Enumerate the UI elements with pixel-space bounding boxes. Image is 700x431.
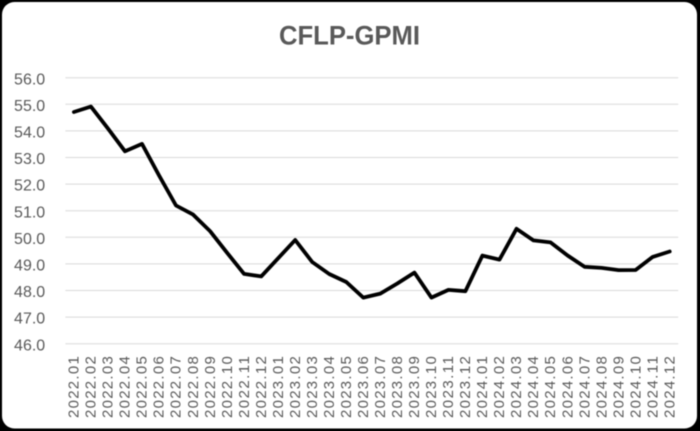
svg-text:2024.04: 2024.04 [525,356,542,418]
svg-text:2023.05: 2023.05 [338,356,355,418]
svg-text:2022.11: 2022.11 [236,356,253,418]
svg-text:55.0: 55.0 [14,98,45,115]
svg-text:2023.03: 2023.03 [304,356,321,418]
svg-text:2023.12: 2023.12 [457,356,474,418]
svg-text:51.0: 51.0 [14,204,45,221]
svg-text:2022.01: 2022.01 [66,356,83,418]
svg-text:2022.05: 2022.05 [134,356,151,418]
svg-text:2023.09: 2023.09 [406,356,423,418]
svg-text:2022.07: 2022.07 [168,356,185,418]
svg-text:49.0: 49.0 [14,258,45,275]
svg-text:2022.06: 2022.06 [151,356,168,418]
svg-text:2022.10: 2022.10 [219,356,236,418]
svg-text:2024.05: 2024.05 [542,356,559,418]
svg-text:2024.06: 2024.06 [559,356,576,418]
svg-text:2024.07: 2024.07 [576,356,593,418]
svg-text:2024.12: 2024.12 [661,356,678,418]
svg-text:2024.08: 2024.08 [593,356,610,418]
svg-text:2024.11: 2024.11 [644,356,661,418]
svg-text:CFLP-GPMI: CFLP-GPMI [279,21,420,51]
svg-text:2023.02: 2023.02 [287,356,304,418]
svg-text:2023.08: 2023.08 [389,356,406,418]
svg-text:2022.12: 2022.12 [253,356,270,418]
svg-text:46.0: 46.0 [14,337,45,354]
svg-text:50.0: 50.0 [14,231,45,248]
svg-text:2024.01: 2024.01 [474,356,491,418]
svg-text:2024.10: 2024.10 [627,356,644,418]
svg-text:2022.04: 2022.04 [117,356,134,418]
svg-text:53.0: 53.0 [14,151,45,168]
svg-text:2022.08: 2022.08 [185,356,202,418]
svg-text:56.0: 56.0 [14,71,45,88]
svg-text:47.0: 47.0 [14,311,45,328]
svg-text:2024.03: 2024.03 [508,356,525,418]
svg-text:48.0: 48.0 [14,284,45,301]
svg-text:2022.03: 2022.03 [100,356,117,418]
svg-text:2022.09: 2022.09 [202,356,219,418]
svg-text:54.0: 54.0 [14,125,45,142]
svg-text:2023.07: 2023.07 [372,356,389,418]
svg-text:2024.09: 2024.09 [610,356,627,418]
svg-text:2023.10: 2023.10 [423,356,440,418]
svg-text:2023.04: 2023.04 [321,356,338,418]
svg-text:2023.06: 2023.06 [355,356,372,418]
svg-text:2023.01: 2023.01 [270,356,287,418]
svg-text:52.0: 52.0 [14,178,45,195]
svg-text:2024.02: 2024.02 [491,356,508,418]
svg-text:2023.11: 2023.11 [440,356,457,418]
svg-text:2022.02: 2022.02 [83,356,100,418]
